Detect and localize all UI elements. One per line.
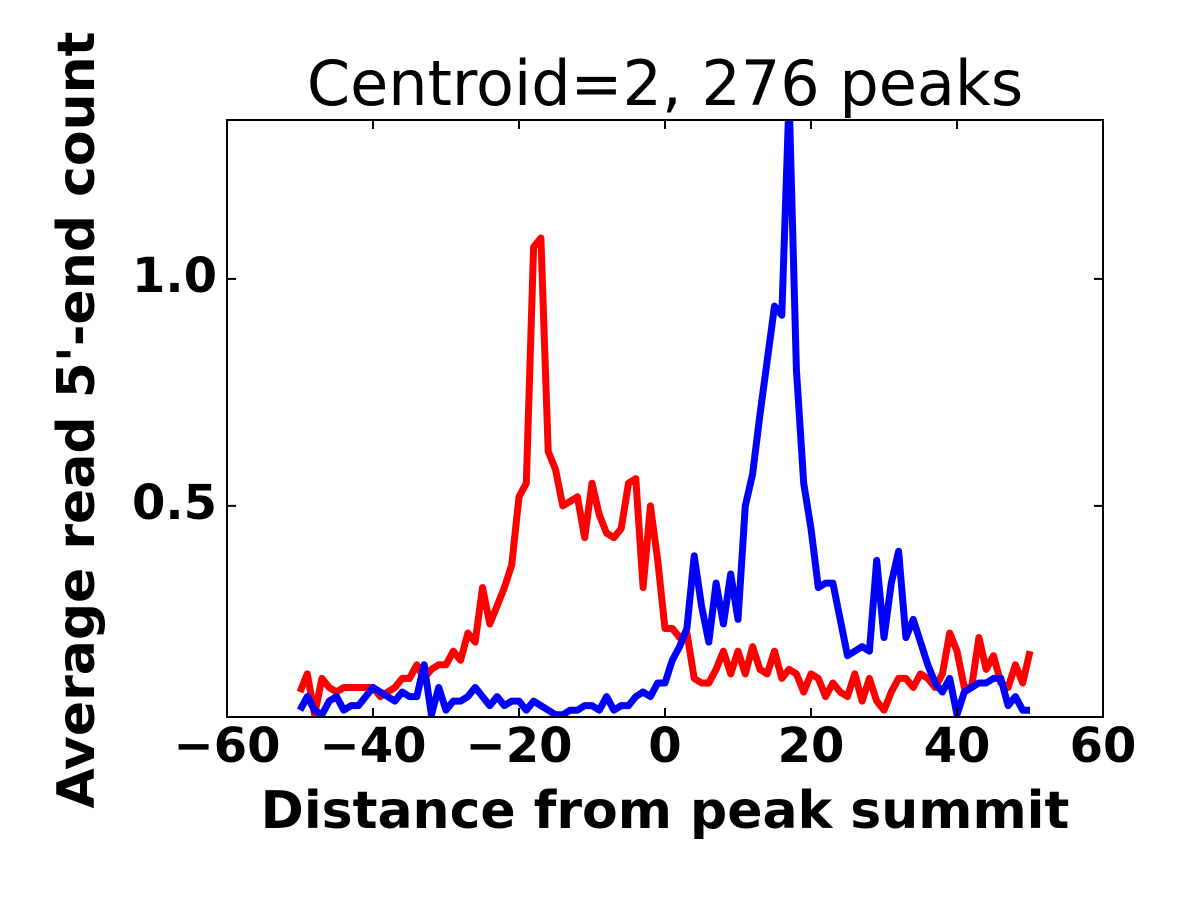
x-tick-label: −40	[319, 718, 426, 774]
chart-title: Centroid=2, 276 peaks	[307, 47, 1023, 120]
y-axis-label: Average read 5'-end count	[47, 32, 107, 809]
data-line	[296, 120, 1030, 717]
y-tick-label: 0.5	[132, 475, 217, 531]
x-tick-label: −60	[173, 718, 280, 774]
x-tick-label: 40	[924, 718, 991, 774]
x-tick-label: −20	[465, 718, 572, 774]
x-axis-label: Distance from peak summit	[261, 781, 1070, 841]
x-tick-label: 20	[778, 718, 845, 774]
y-tick-label: 1.0	[132, 248, 217, 304]
x-tick-label: 0	[648, 718, 681, 774]
x-tick-label: 60	[1070, 718, 1137, 774]
plot-lines	[296, 120, 1034, 717]
